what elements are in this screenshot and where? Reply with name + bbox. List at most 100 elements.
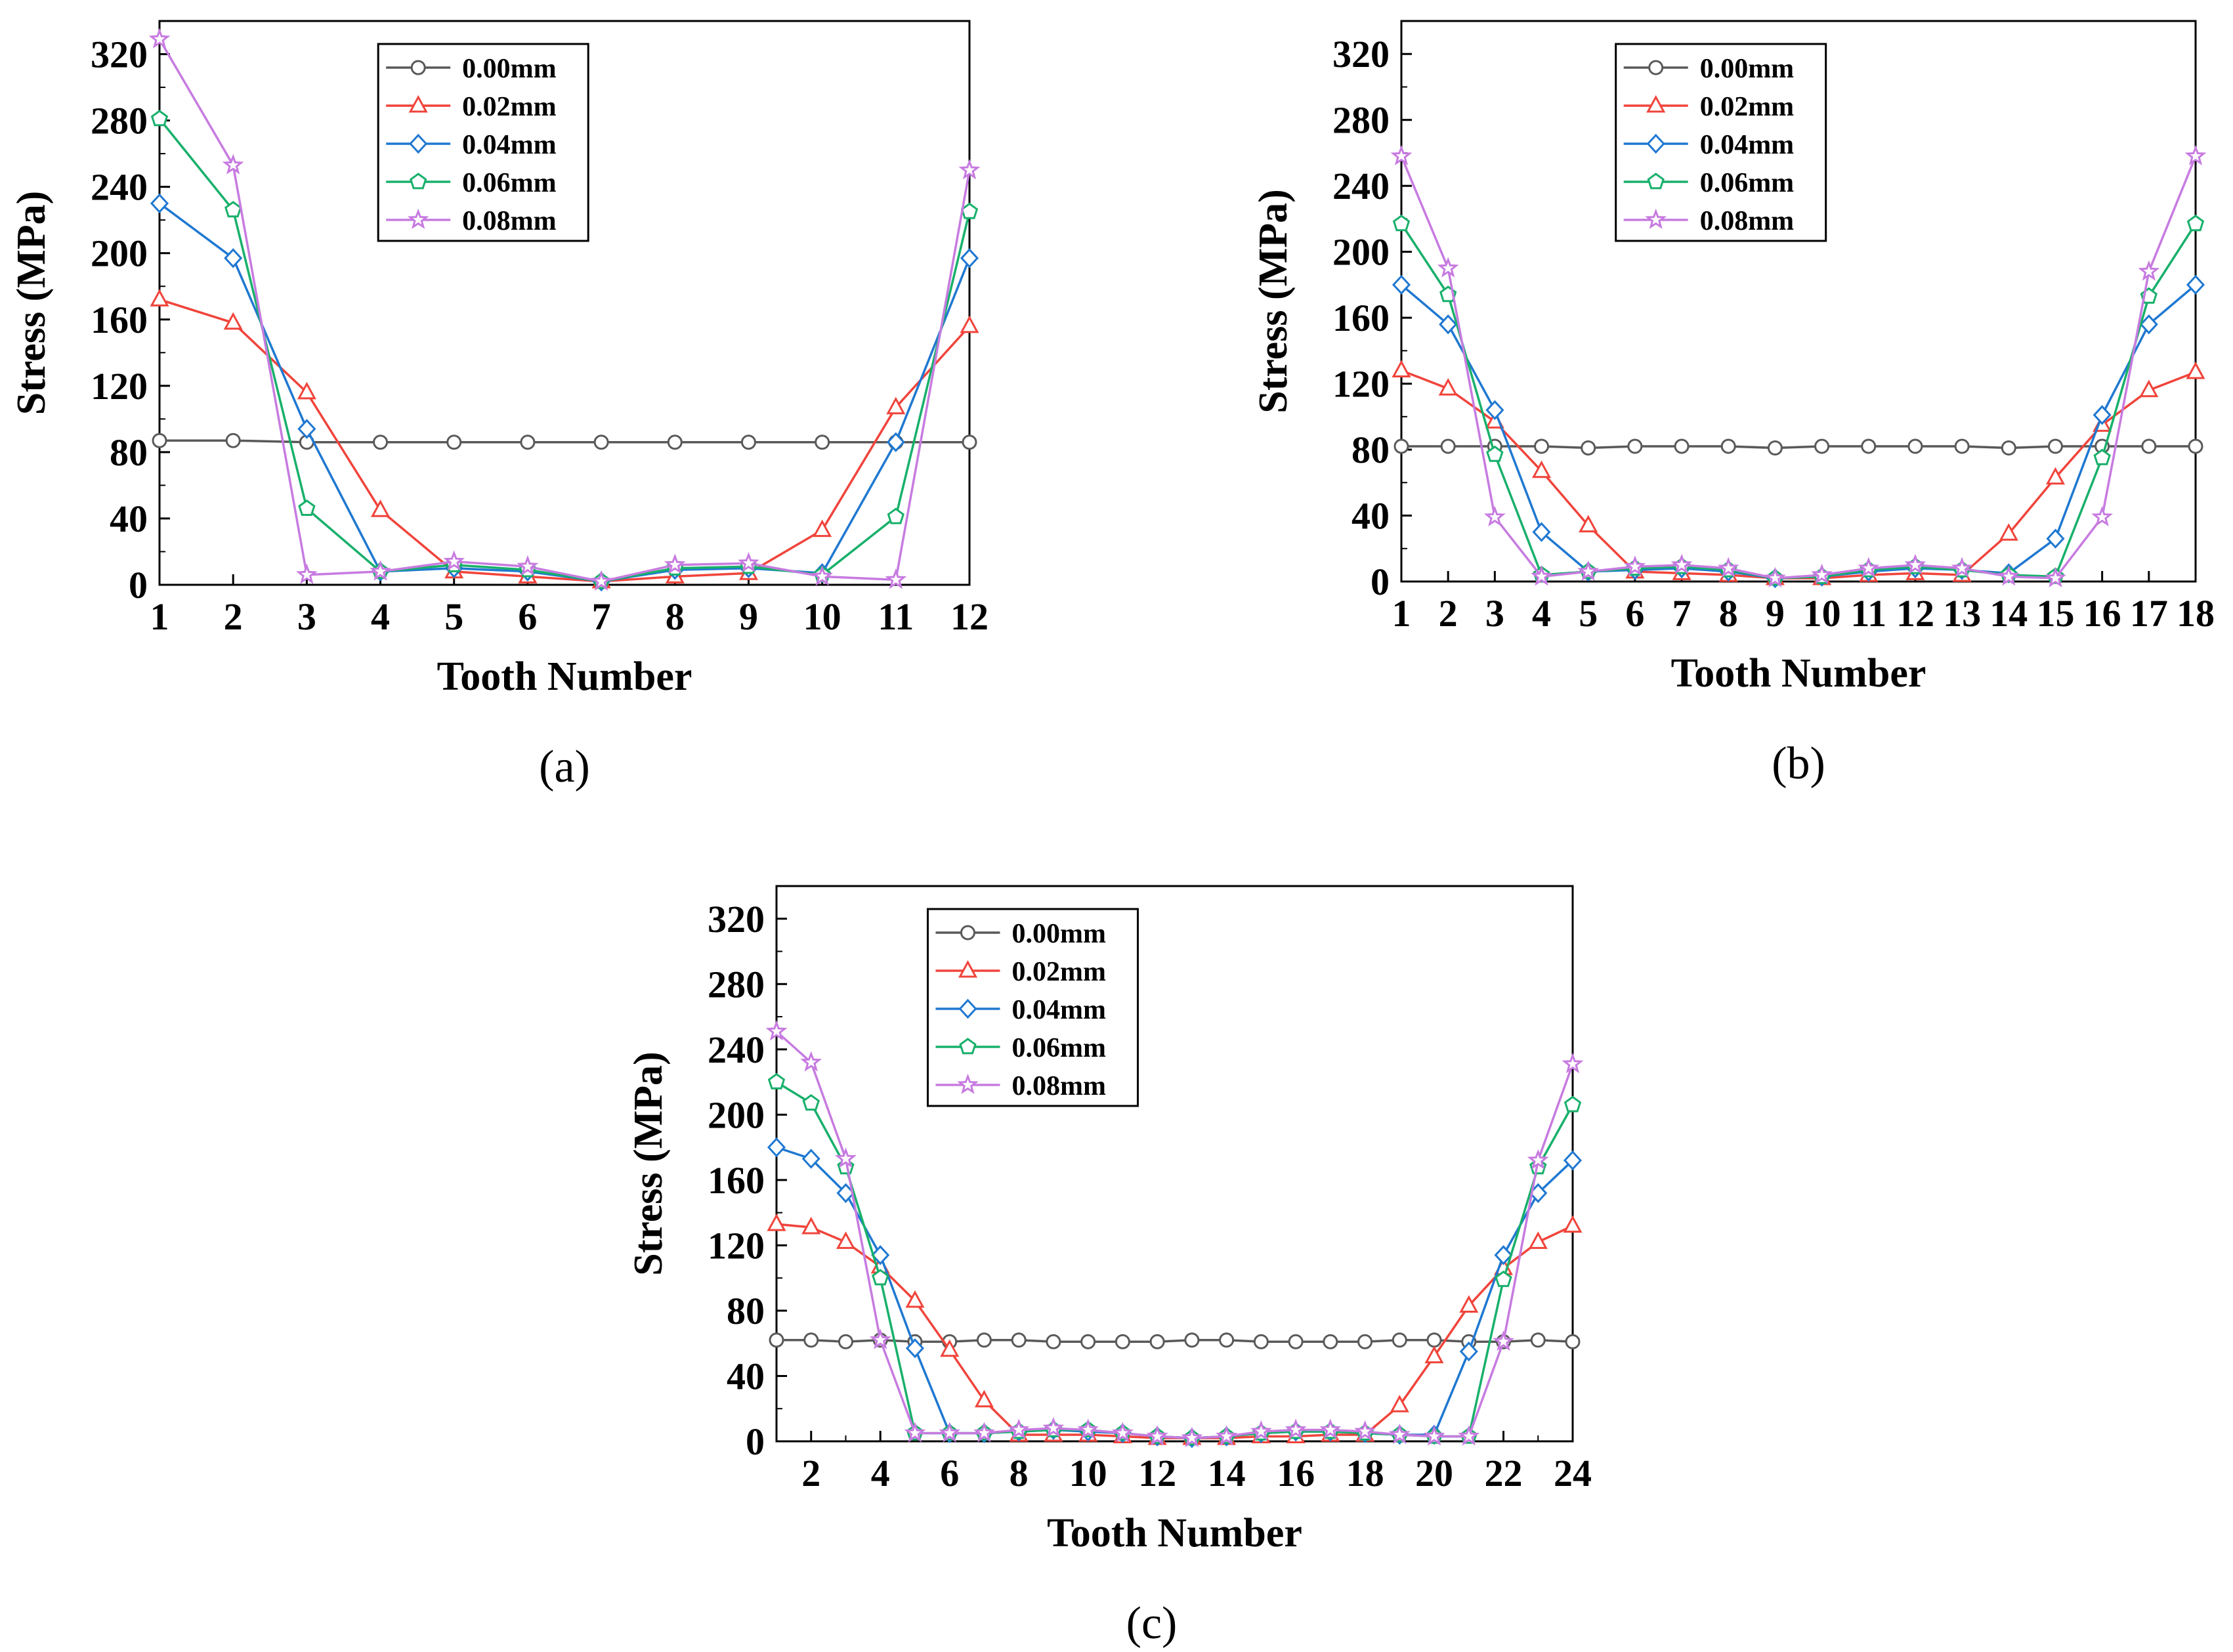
data-point: [973, 1422, 995, 1443]
y-axis-title: Stress (MPa): [1251, 189, 1296, 413]
data-point: [1527, 1149, 1549, 1170]
x-tick-label: 6: [940, 1452, 959, 1494]
series-0.08mm: [148, 28, 981, 591]
x-tick-label: 9: [739, 595, 758, 638]
data-point: [1674, 438, 1690, 454]
data-point: [767, 1072, 786, 1090]
data-point: [2045, 566, 2066, 587]
legend: 0.00mm 0.02mm 0.04mm 0.06mm 0.08mm: [377, 43, 589, 242]
data-point: [1562, 1052, 1584, 1074]
data-point: [1811, 563, 1833, 584]
data-point: [960, 202, 979, 219]
data-point: [1392, 1332, 1407, 1348]
data-point: [148, 28, 171, 49]
data-point: [1624, 555, 1646, 576]
series-0.04mm: [150, 193, 979, 592]
data-point: [1531, 460, 1552, 478]
x-tick-label: 18: [1346, 1452, 1384, 1494]
y-tick-label: 320: [1332, 33, 1390, 75]
data-point: [1486, 445, 1504, 462]
y-tick-label: 320: [91, 33, 148, 76]
series-0.02mm: [150, 289, 979, 589]
data-point: [1046, 1334, 1061, 1349]
series-line: [775, 1030, 1574, 1439]
data-point: [222, 154, 244, 175]
data-point: [1323, 1334, 1338, 1349]
data-point: [298, 499, 316, 516]
data-point: [1493, 1330, 1514, 1351]
series-line: [776, 1223, 1573, 1439]
data-point: [767, 1137, 786, 1158]
data-point: [2139, 379, 2159, 398]
legend-label: 0.04mm: [1700, 130, 1794, 160]
x-tick-label: 17: [2130, 592, 2168, 635]
data-point: [1354, 1420, 1376, 1441]
data-point: [962, 434, 977, 450]
data-point: [1149, 1334, 1165, 1349]
y-tick-label: 200: [708, 1093, 765, 1136]
data-point: [1581, 440, 1596, 456]
data-point: [765, 1020, 788, 1041]
series-line: [160, 439, 969, 444]
data-point: [1563, 1150, 1583, 1171]
series-0.06mm: [1392, 215, 2205, 586]
data-point: [1253, 1334, 1269, 1349]
x-tick-label: 8: [1010, 1452, 1029, 1494]
data-point: [835, 1147, 857, 1168]
data-point: [1424, 1345, 1444, 1364]
x-axis-title: Tooth Number: [1671, 651, 1926, 696]
legend-label: 0.04mm: [1011, 995, 1105, 1025]
data-point: [1438, 377, 1458, 396]
y-tick-label: 160: [91, 299, 148, 341]
data-point: [1250, 1420, 1272, 1441]
series-0.00mm: [769, 1332, 1581, 1349]
data-point: [905, 1290, 925, 1308]
data-point: [2093, 405, 2112, 425]
x-tick-label: 11: [1850, 592, 1886, 635]
data-point: [800, 1051, 822, 1072]
data-point: [1008, 1418, 1030, 1439]
legend-label: 0.06mm: [462, 168, 556, 198]
legend-marker: [410, 60, 426, 75]
data-point: [1720, 438, 1736, 454]
x-axis-title: Tooth Number: [437, 654, 692, 699]
x-tick-label: 18: [2177, 592, 2215, 635]
data-point: [1146, 1425, 1168, 1446]
data-point: [2093, 448, 2111, 465]
data-point: [803, 1332, 819, 1348]
data-point: [1011, 1332, 1027, 1348]
data-point: [1483, 505, 1506, 527]
x-tick-label: 7: [1672, 592, 1691, 635]
data-point: [1459, 1341, 1478, 1362]
data-point: [1440, 438, 1456, 454]
data-point: [801, 1216, 821, 1235]
series-line: [1401, 445, 2196, 450]
data-point: [960, 315, 979, 333]
series-0.04mm: [767, 1137, 1583, 1449]
data-point: [2139, 314, 2158, 335]
data-point: [1861, 438, 1877, 454]
y-tick-label: 120: [708, 1224, 765, 1267]
data-point: [1534, 438, 1550, 454]
legend-label: 0.08mm: [462, 206, 556, 236]
x-tick-label: 14: [1989, 592, 2028, 635]
series-line: [159, 298, 971, 583]
data-point: [2001, 440, 2016, 456]
data-point: [815, 434, 830, 450]
legend-marker: [408, 95, 428, 113]
data-point: [150, 193, 169, 214]
data-point: [1115, 1334, 1130, 1349]
x-axis-title: Tooth Number: [1047, 1511, 1302, 1556]
data-point: [1814, 438, 1830, 454]
data-point: [664, 553, 686, 574]
x-tick-label: 2: [1439, 592, 1458, 635]
data-point: [150, 289, 169, 307]
data-point: [974, 1389, 994, 1408]
data-point: [520, 434, 536, 450]
legend-label: 0.08mm: [1011, 1071, 1105, 1101]
data-point: [1458, 1425, 1480, 1446]
data-point: [1392, 274, 1411, 295]
data-point: [443, 550, 465, 571]
